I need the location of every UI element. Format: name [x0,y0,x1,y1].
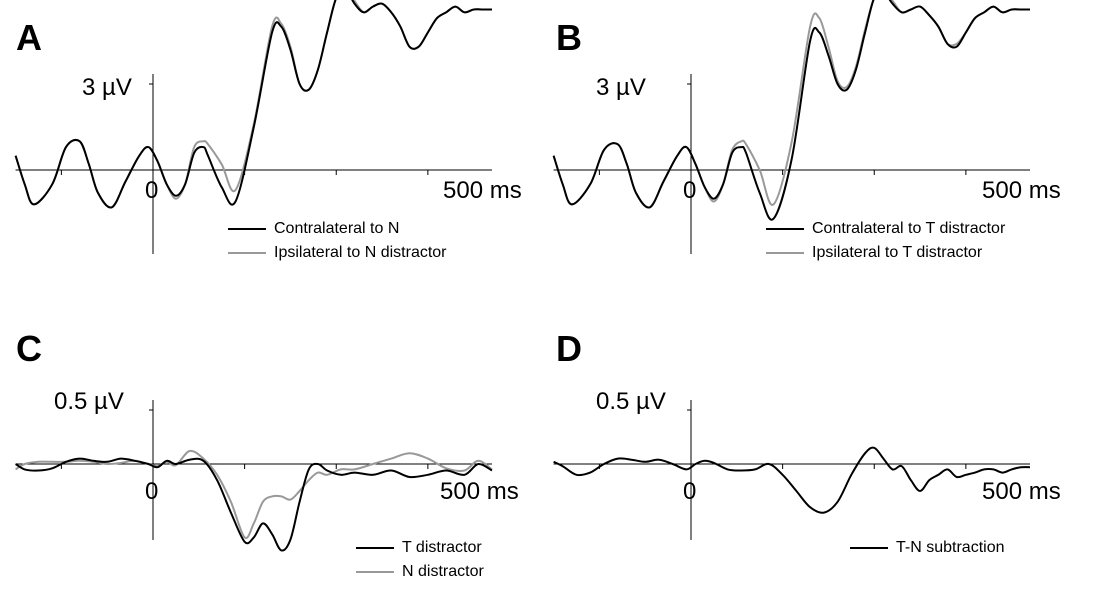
plot-area [553,400,1031,540]
y-tick-label: 0.5 µV [54,388,124,415]
legend-label: Contralateral to N [274,220,400,237]
y-tick-label: 3 µV [596,74,646,101]
panel-c: C 0.5 µV 0 500 ms T distractor N distrac… [0,300,540,590]
y-tick-label: 0.5 µV [596,388,666,415]
x-zero-label: 0 [145,478,159,505]
x-tick-label: 500 ms [440,478,519,505]
x-tick-label: 500 ms [982,478,1061,505]
series-line-contralateral-to-n [14,0,492,209]
legend-swatch [356,571,394,573]
series-line-t-n-subtraction [553,446,1031,514]
panel-b: B 3 µV 0 500 ms Contralateral to T distr… [538,0,1078,290]
legend: Contralateral to N Ipsilateral to N dist… [228,217,447,265]
legend-item: Ipsilateral to T distractor [766,241,1005,265]
x-zero-label: 0 [683,478,697,505]
plot-area [15,400,493,552]
legend-label: Contralateral to T distractor [812,220,1006,237]
legend-label: Ipsilateral to N distractor [274,244,447,261]
legend-item: Contralateral to N [228,217,447,241]
panel-a: A 3 µV 0 500 ms Contralateral to N Ipsil… [0,0,540,290]
series-line-ipsilateral-to-t-distractor [552,0,1030,209]
legend-item: T-N subtraction [850,536,1004,560]
legend-swatch [766,228,804,230]
legend-swatch [228,228,266,230]
legend-item: Ipsilateral to N distractor [228,241,447,265]
series-line-n-distractor [15,449,493,540]
legend-swatch [356,547,394,549]
x-zero-label: 0 [145,177,159,204]
panel-label: A [16,17,42,58]
legend-label: T distractor [402,539,482,556]
x-tick-label: 500 ms [443,177,522,204]
panel-label: D [556,328,582,369]
panel-label: C [16,328,42,369]
legend-swatch [850,547,888,549]
legend: T-N subtraction [850,536,1004,560]
legend-swatch [766,252,804,254]
legend-item: Contralateral to T distractor [766,217,1005,241]
y-tick-label: 3 µV [82,74,132,101]
legend-label: T-N subtraction [896,539,1005,556]
legend-swatch [228,252,266,254]
series-line-ipsilateral-to-n-distractor [14,0,492,209]
legend-item: N distractor [356,560,484,584]
series-line-contralateral-to-t-distractor [552,0,1030,221]
legend: T distractor N distractor [356,536,484,584]
plot-area [14,0,492,254]
legend-label: N distractor [402,563,484,580]
legend-label: Ipsilateral to T distractor [812,244,983,261]
series-line-t-distractor [15,457,493,552]
legend: Contralateral to T distractor Ipsilatera… [766,217,1005,265]
x-tick-label: 500 ms [982,177,1061,204]
plot-area [552,0,1030,254]
panel-label: B [556,17,582,58]
legend-item: T distractor [356,536,484,560]
panel-d: D 0.5 µV 0 500 ms T-N subtraction [538,300,1078,590]
x-zero-label: 0 [683,177,697,204]
